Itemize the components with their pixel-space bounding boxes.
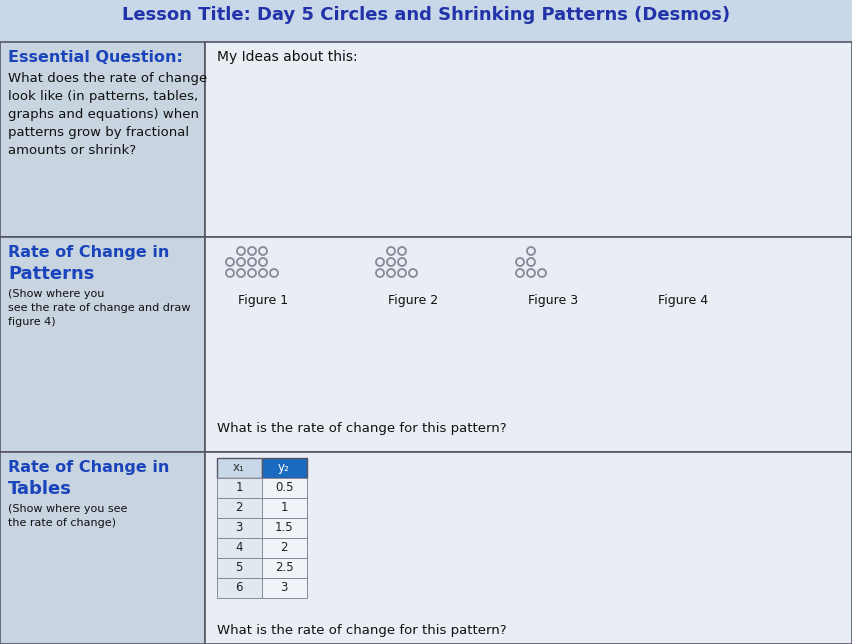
Text: figure 4): figure 4) [8,317,55,327]
FancyBboxPatch shape [205,237,852,452]
FancyBboxPatch shape [205,42,852,237]
FancyBboxPatch shape [262,558,307,578]
Text: 1: 1 [280,501,288,514]
FancyBboxPatch shape [205,452,852,644]
Text: Figure 3: Figure 3 [528,294,579,307]
Text: Rate of Change in: Rate of Change in [8,460,170,475]
Text: Tables: Tables [8,480,72,498]
FancyBboxPatch shape [217,518,262,538]
Text: Patterns: Patterns [8,265,95,283]
Text: Figure 1: Figure 1 [238,294,288,307]
Text: 2: 2 [235,501,243,514]
FancyBboxPatch shape [262,578,307,598]
Text: Lesson Title: Day 5 Circles and Shrinking Patterns (Desmos): Lesson Title: Day 5 Circles and Shrinkin… [122,6,730,24]
Text: 6: 6 [235,581,243,594]
FancyBboxPatch shape [262,538,307,558]
FancyBboxPatch shape [217,578,262,598]
Text: 1.5: 1.5 [274,521,293,534]
Text: Essential Question:: Essential Question: [8,50,183,65]
FancyBboxPatch shape [0,0,852,42]
Text: x₁: x₁ [233,461,245,474]
Text: 4: 4 [235,541,243,554]
Text: 0.5: 0.5 [274,481,293,494]
Text: 5: 5 [235,561,243,574]
FancyBboxPatch shape [217,478,262,498]
FancyBboxPatch shape [0,42,205,237]
FancyBboxPatch shape [217,458,262,478]
Text: 2.5: 2.5 [274,561,293,574]
Text: Rate of Change in: Rate of Change in [8,245,170,260]
Text: (Show where you see: (Show where you see [8,504,128,514]
Text: Figure 4: Figure 4 [658,294,708,307]
Text: see the rate of change and draw: see the rate of change and draw [8,303,191,313]
Text: 2: 2 [280,541,288,554]
FancyBboxPatch shape [0,237,205,452]
Text: My Ideas about this:: My Ideas about this: [217,50,358,64]
Text: Figure 2: Figure 2 [388,294,438,307]
Text: y₂: y₂ [278,461,290,474]
Text: (Show where you: (Show where you [8,289,105,299]
FancyBboxPatch shape [262,498,307,518]
FancyBboxPatch shape [0,452,205,644]
FancyBboxPatch shape [217,558,262,578]
Text: the rate of change): the rate of change) [8,518,116,528]
Text: What is the rate of change for this pattern?: What is the rate of change for this patt… [217,624,507,637]
FancyBboxPatch shape [262,478,307,498]
Text: What does the rate of change
look like (in patterns, tables,
graphs and equation: What does the rate of change look like (… [8,72,207,157]
FancyBboxPatch shape [262,458,307,478]
Text: 3: 3 [235,521,243,534]
FancyBboxPatch shape [262,518,307,538]
Text: What is the rate of change for this pattern?: What is the rate of change for this patt… [217,422,507,435]
Text: 1: 1 [235,481,243,494]
FancyBboxPatch shape [217,538,262,558]
FancyBboxPatch shape [217,498,262,518]
Text: 3: 3 [280,581,288,594]
